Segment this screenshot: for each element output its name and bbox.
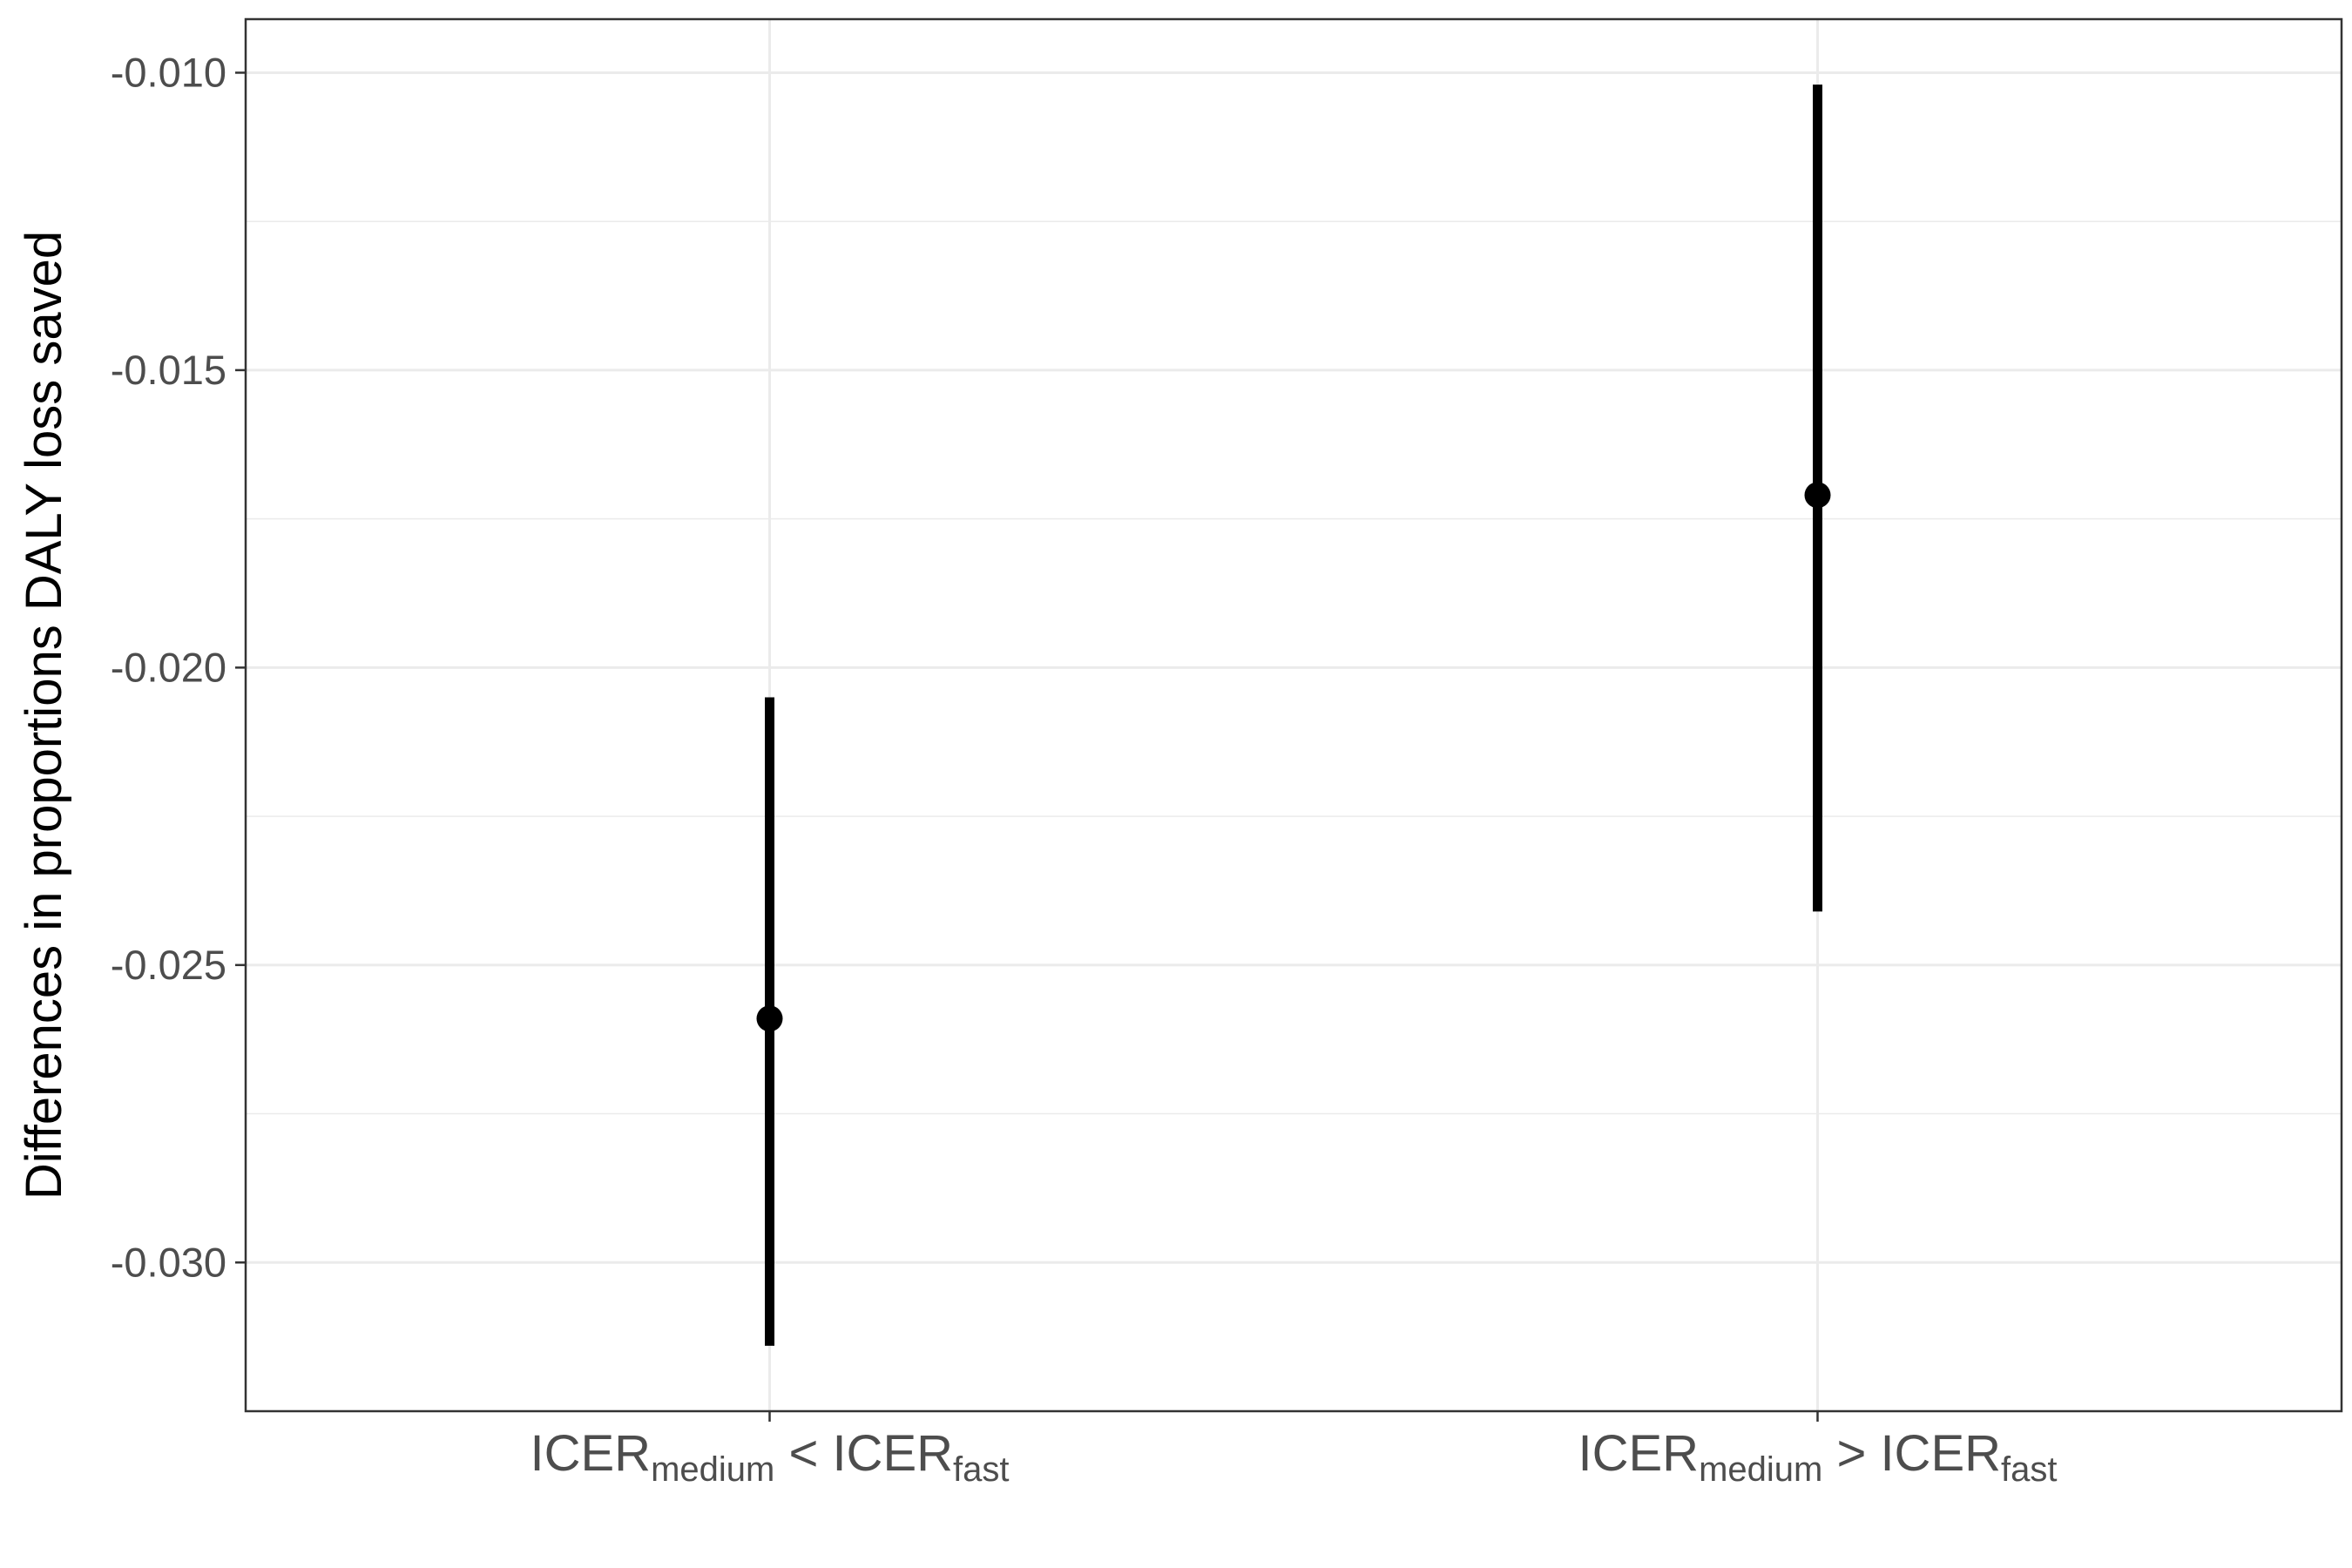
y-axis-title: Differences in proportions DALY loss sav…	[16, 231, 72, 1200]
point-ranges	[756, 84, 1831, 1346]
y-tick-label: -0.025	[111, 942, 226, 988]
x-tick-label: ICERmedium > ICERfast	[1578, 1425, 2057, 1489]
x-tick-label: ICERmedium < ICERfast	[530, 1425, 1009, 1489]
y-tick-label: -0.030	[111, 1239, 226, 1285]
y-tick-label: -0.015	[111, 347, 226, 393]
panel-border	[244, 17, 2343, 1413]
point-estimate	[756, 1005, 783, 1032]
y-axis-ticks: -0.030 -0.025 -0.020 -0.015 -0.010	[111, 49, 246, 1285]
major-gridlines	[246, 19, 2342, 1411]
minor-gridlines	[246, 220, 2342, 1412]
x-axis-ticks: ICERmedium < ICERfast ICERmedium > ICERfa…	[530, 1411, 2058, 1489]
point-estimate	[1804, 482, 1831, 509]
y-tick-label: -0.010	[111, 49, 226, 95]
y-tick-label: -0.020	[111, 644, 226, 690]
